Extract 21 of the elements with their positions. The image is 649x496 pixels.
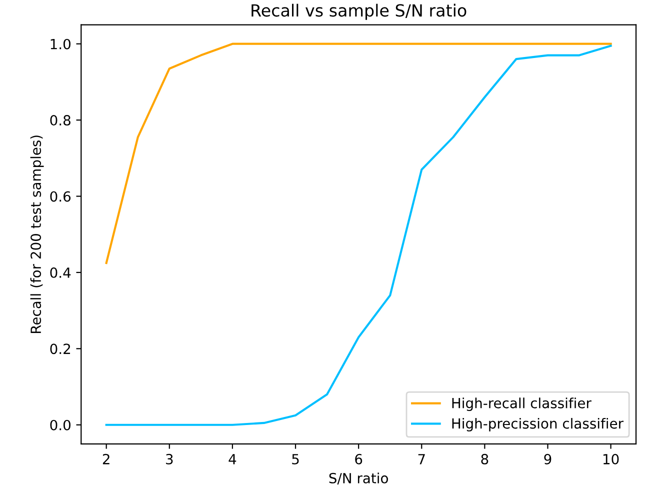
x-tick-label: 5: [292, 454, 299, 464]
x-tick-label: 4: [228, 454, 236, 464]
x-tick-label: 3: [166, 454, 173, 464]
y-axis-title: Recall (for 200 test samples): [30, 136, 44, 333]
legend-label: High-recall classifier: [452, 398, 592, 412]
y-tick-label: 0.6: [50, 191, 71, 202]
x-tick-label: 8: [481, 454, 488, 464]
x-tick-label: 2: [102, 454, 110, 464]
chart-title: Recall vs sample S/N ratio: [252, 4, 466, 20]
y-tick-label: 0.0: [50, 420, 70, 430]
legend-label: High-precission classifier: [452, 418, 624, 432]
x-tick-label: 9: [544, 454, 552, 464]
x-tick-label: 10: [603, 454, 619, 464]
x-tick-label: 6: [355, 454, 362, 464]
y-tick-label: 1.0: [50, 38, 70, 50]
x-axis-title: S/N ratio: [329, 472, 388, 484]
line-series: [105, 42, 612, 264]
y-tick-label: 0.4: [50, 267, 71, 278]
y-tick-label: 0.8: [50, 115, 70, 126]
y-tick-label: 0.2: [50, 344, 70, 354]
x-tick-label: 7: [418, 454, 425, 464]
